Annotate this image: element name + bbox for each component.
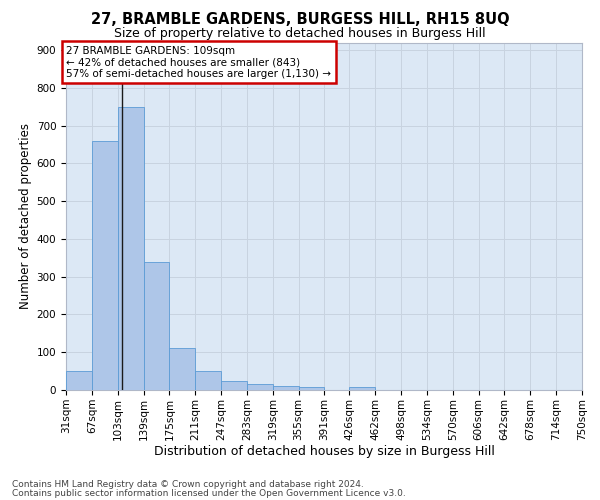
Bar xyxy=(221,380,247,390)
Text: Contains HM Land Registry data © Crown copyright and database right 2024.: Contains HM Land Registry data © Crown c… xyxy=(12,480,364,489)
Bar xyxy=(66,371,92,390)
Y-axis label: Number of detached properties: Number of detached properties xyxy=(19,123,32,309)
Text: 27 BRAMBLE GARDENS: 109sqm
← 42% of detached houses are smaller (843)
57% of sem: 27 BRAMBLE GARDENS: 109sqm ← 42% of deta… xyxy=(67,46,331,78)
Bar xyxy=(272,386,299,390)
Bar xyxy=(92,140,118,390)
Bar xyxy=(299,387,325,390)
Bar xyxy=(247,384,272,390)
X-axis label: Distribution of detached houses by size in Burgess Hill: Distribution of detached houses by size … xyxy=(154,446,494,458)
Bar xyxy=(195,371,221,390)
Text: Contains public sector information licensed under the Open Government Licence v3: Contains public sector information licen… xyxy=(12,488,406,498)
Bar xyxy=(349,387,376,390)
Bar xyxy=(169,348,195,390)
Bar xyxy=(118,106,143,390)
Text: Size of property relative to detached houses in Burgess Hill: Size of property relative to detached ho… xyxy=(114,28,486,40)
Bar xyxy=(143,262,169,390)
Text: 27, BRAMBLE GARDENS, BURGESS HILL, RH15 8UQ: 27, BRAMBLE GARDENS, BURGESS HILL, RH15 … xyxy=(91,12,509,28)
